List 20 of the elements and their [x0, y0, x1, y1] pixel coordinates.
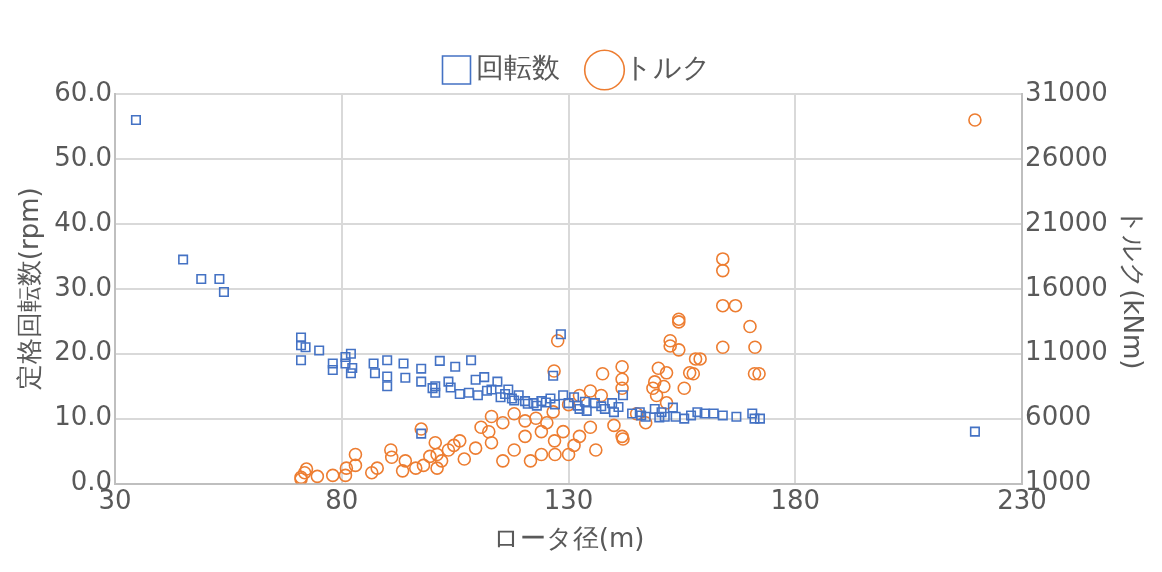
y2-tick-label: 6000 [1025, 401, 1092, 432]
y-tick-label: 10.0 [54, 401, 113, 432]
y2-tick-label: 11000 [1025, 336, 1108, 367]
y-tick-label: 60.0 [54, 76, 113, 107]
y-tick-label: 20.0 [54, 336, 113, 367]
y2-axis-title: トルク(kNm) [1117, 208, 1148, 370]
legend-label: トルク [623, 51, 711, 85]
x-axis-title: ロータ径(m) [492, 523, 645, 554]
x-tick-label: 180 [770, 484, 821, 515]
y-tick-label: 50.0 [54, 141, 113, 172]
x-tick-label: 80 [325, 484, 359, 515]
legend-label: 回転数 [475, 51, 560, 85]
y-tick-label: 40.0 [54, 206, 113, 237]
y-tick-label: 30.0 [54, 271, 113, 302]
y2-tick-label: 16000 [1025, 271, 1108, 302]
y-axis-title: 定格回転数(rpm) [14, 187, 45, 391]
y2-tick-label: 31000 [1025, 76, 1108, 107]
y2-tick-label: 21000 [1025, 206, 1108, 237]
y2-tick-label: 26000 [1025, 141, 1108, 172]
x-tick-label: 130 [543, 484, 594, 515]
